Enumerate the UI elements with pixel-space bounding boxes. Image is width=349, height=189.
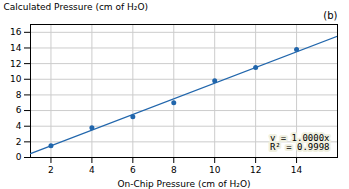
svg-text:8: 8 <box>171 165 177 175</box>
svg-text:8: 8 <box>16 90 22 100</box>
svg-text:On-Chip Pressure (cm of H₂O): On-Chip Pressure (cm of H₂O) <box>118 179 251 189</box>
svg-text:2: 2 <box>16 137 22 147</box>
svg-text:6: 6 <box>16 105 22 115</box>
svg-text:4: 4 <box>16 121 22 131</box>
svg-text:16: 16 <box>10 27 22 37</box>
svg-text:(b): (b) <box>323 10 337 21</box>
svg-text:6: 6 <box>130 165 136 175</box>
svg-text:12: 12 <box>10 58 21 68</box>
svg-text:2: 2 <box>48 165 54 175</box>
svg-text:Calculated Pressure (cm of H₂O: Calculated Pressure (cm of H₂O) <box>4 2 149 12</box>
svg-text:10: 10 <box>10 74 22 84</box>
svg-text:y = 1.0000xR² = 0.9998: y = 1.0000xR² = 0.9998 <box>270 133 330 152</box>
svg-text:0: 0 <box>16 152 22 162</box>
svg-text:14: 14 <box>291 165 303 175</box>
svg-text:4: 4 <box>89 165 95 175</box>
svg-text:10: 10 <box>209 165 221 175</box>
svg-text:12: 12 <box>250 165 261 175</box>
svg-text:14: 14 <box>10 43 22 53</box>
